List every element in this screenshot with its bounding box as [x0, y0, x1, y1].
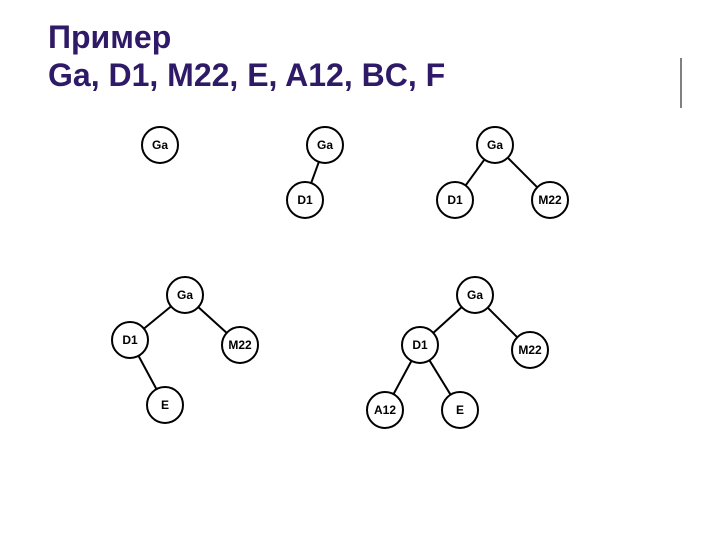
tree-node-label: Ga — [467, 288, 483, 302]
tree-node-label: E — [456, 403, 464, 417]
tree-node-label: Ga — [152, 138, 168, 152]
tree-node-label: D1 — [297, 193, 313, 207]
title-line-1: Пример — [48, 18, 445, 56]
tree-node-label: M22 — [228, 338, 252, 352]
tree-node-label: M22 — [518, 343, 542, 357]
tree-node-label: D1 — [122, 333, 138, 347]
tree-node-label: Ga — [317, 138, 333, 152]
tree-node-label: Ga — [487, 138, 503, 152]
tree-edge — [394, 361, 412, 394]
tree-node-label: D1 — [412, 338, 428, 352]
tree-node-label: E — [161, 398, 169, 412]
title-line-2: Ga, D1, M22, E, A12, BC, F — [48, 56, 445, 94]
tree-edge — [466, 160, 485, 186]
tree-node-label: D1 — [447, 193, 463, 207]
tree-edge — [429, 360, 450, 394]
tree-edge — [311, 162, 319, 183]
tree-node-label: M22 — [538, 193, 562, 207]
tree-node-label: A12 — [374, 403, 396, 417]
tree-edge — [139, 356, 157, 389]
tree-edge — [488, 308, 518, 338]
side-rule — [680, 58, 682, 108]
tree-edge — [144, 306, 171, 328]
tree-edge — [198, 307, 226, 333]
tree-diagrams: Ga Ga D1 Ga D1 M22 Ga D1 M22 E Ga D1 M22 A12 E — [90, 120, 650, 500]
tree-edge — [508, 158, 538, 188]
tree-edge — [433, 307, 461, 333]
tree-node-label: Ga — [177, 288, 193, 302]
slide-title: Пример Ga, D1, M22, E, A12, BC, F — [48, 18, 445, 95]
